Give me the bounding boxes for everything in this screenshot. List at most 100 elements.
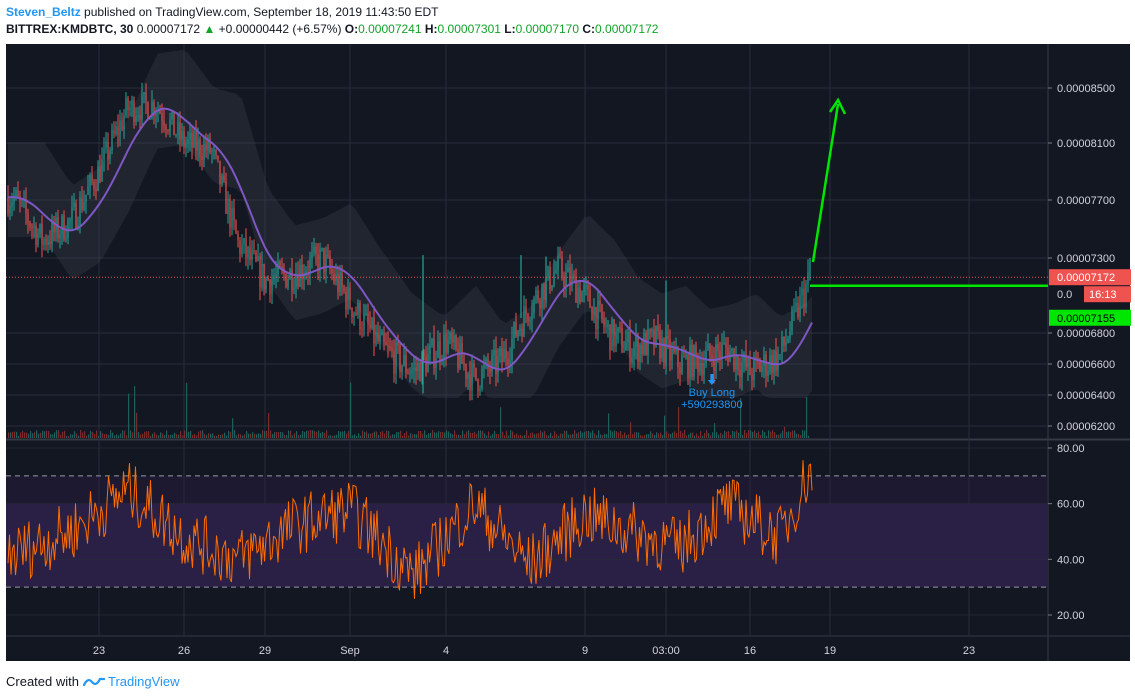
candle-body: [739, 370, 741, 377]
volume-bar: [48, 430, 50, 438]
candle-body: [335, 274, 337, 282]
volume-bar: [418, 431, 420, 438]
volume-bar: [614, 430, 616, 438]
volume-bar: [202, 430, 204, 438]
volume-bar: [606, 434, 608, 438]
volume-bar: [626, 435, 628, 438]
candle-body: [127, 98, 129, 111]
volume-bar: [132, 432, 134, 438]
change-arrow-icon: ▲: [203, 22, 216, 36]
countdown-tag: [1084, 286, 1131, 303]
volume-bar: [240, 434, 242, 438]
volume-bar: [164, 435, 166, 438]
tradingview-brand[interactable]: TradingView: [108, 674, 180, 689]
candle-body: [633, 347, 635, 357]
candle-body: [161, 113, 163, 122]
volume-bar: [56, 430, 58, 438]
candle-body: [67, 219, 69, 239]
volume-bar: [514, 434, 516, 438]
volume-bar: [346, 433, 348, 438]
candle-body: [253, 250, 255, 252]
candle-body: [467, 373, 469, 379]
candle-body: [293, 287, 295, 290]
volume-bar: [578, 432, 580, 438]
volume-bar: [222, 434, 224, 438]
volume-bar: [232, 418, 234, 438]
volume-bar: [122, 430, 124, 438]
volume-bar: [432, 430, 434, 438]
volume-bar: [772, 430, 774, 438]
price-axis-label: 0.00008100: [1057, 138, 1115, 150]
candle-body: [731, 348, 733, 352]
volume-bar: [92, 432, 94, 438]
candle-body: [667, 336, 669, 339]
volume-bar: [434, 432, 436, 438]
volume-bar: [16, 431, 18, 438]
volume-bar: [642, 435, 644, 438]
volume-bar: [172, 434, 174, 438]
candle-body: [749, 357, 751, 375]
volume-bar: [722, 434, 724, 438]
candle-body: [103, 148, 105, 159]
volume-bar: [380, 431, 382, 438]
volume-bar: [82, 432, 84, 438]
volume-bar: [778, 434, 780, 438]
candle-body: [259, 256, 261, 288]
candle-body: [741, 362, 743, 377]
volume-bar: [376, 431, 378, 438]
candle-body: [797, 302, 799, 317]
hidden-price-label: 0.0: [1057, 289, 1072, 301]
volume-bar: [794, 430, 796, 438]
last-price: 0.00007172: [136, 22, 201, 36]
candle-body: [71, 207, 73, 220]
volume-bar: [700, 431, 702, 438]
candle-body: [25, 199, 27, 214]
volume-bar: [256, 434, 258, 438]
candle-body: [281, 266, 283, 269]
volume-bar: [50, 433, 52, 438]
candle-body: [379, 335, 381, 342]
candle-body: [115, 126, 117, 135]
candle-body: [99, 166, 101, 182]
candle-body: [375, 332, 377, 344]
candle-body: [185, 143, 187, 148]
candle-body: [625, 342, 627, 351]
candle-body: [483, 365, 485, 369]
volume-bar: [90, 430, 92, 438]
volume-bar: [580, 431, 582, 438]
candle-body: [623, 350, 625, 352]
volume-bar: [740, 398, 742, 438]
volume-bar: [608, 413, 610, 438]
candle-body: [553, 272, 555, 286]
volume-bar: [790, 431, 792, 438]
volume-bar: [630, 422, 632, 438]
volume-bar: [738, 432, 740, 438]
volume-bar: [238, 433, 240, 438]
candle-body: [425, 356, 427, 373]
candle-body: [347, 287, 349, 310]
candle-body: [61, 215, 63, 235]
candle-body: [801, 288, 803, 296]
candle-body: [239, 239, 241, 255]
volume-bar: [24, 432, 26, 438]
candle-body: [285, 274, 287, 288]
candle-body: [95, 189, 97, 191]
author-name[interactable]: Steven_Beltz: [6, 5, 81, 19]
volume-bar: [494, 431, 496, 438]
volume-bar: [624, 432, 626, 438]
candle-body: [589, 289, 591, 308]
candle-body: [637, 336, 639, 362]
volume-bar: [478, 430, 480, 438]
candle-body: [265, 278, 267, 290]
volume-bar: [470, 432, 472, 438]
candle-body: [671, 349, 673, 361]
volume-bar: [636, 432, 638, 438]
candle-body: [167, 130, 169, 132]
candle-body: [197, 139, 199, 152]
candle-body: [271, 279, 273, 295]
volume-bar: [322, 431, 324, 438]
volume-bar: [706, 430, 708, 438]
candle-body: [711, 355, 713, 361]
candle-body: [63, 215, 65, 240]
